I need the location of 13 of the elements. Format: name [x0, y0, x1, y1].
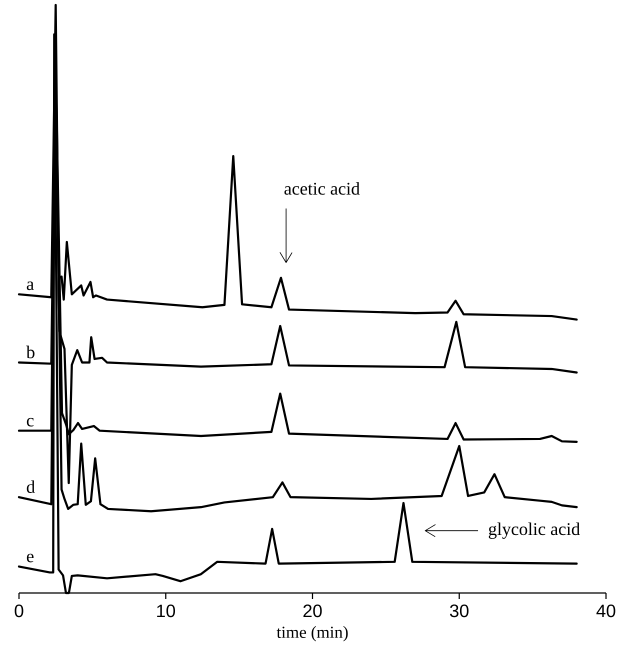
annotation: glycolic acid: [488, 522, 580, 539]
x-axis-title: time (min): [276, 626, 348, 642]
x-tick-label: 20: [303, 604, 322, 618]
series-label: e: [26, 554, 34, 562]
series-label: c: [26, 418, 34, 427]
x-tick-label: 40: [596, 604, 616, 618]
x-tick-label: 0: [14, 604, 24, 618]
series-label: a: [26, 281, 34, 290]
x-tick-label: 30: [450, 604, 469, 618]
series-label: b: [26, 346, 34, 358]
annotation: acetic acid: [284, 182, 360, 195]
series-label: d: [26, 480, 35, 493]
x-tick-label: 10: [157, 604, 176, 618]
